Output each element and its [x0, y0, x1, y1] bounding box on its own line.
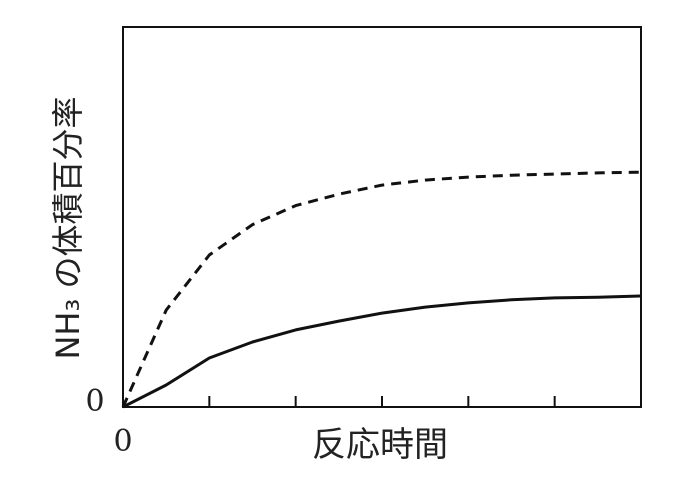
series-line: [121, 170, 642, 408]
series-line: [122, 294, 642, 409]
plot-frame: [122, 26, 642, 408]
x-tick-label: 0: [113, 424, 132, 459]
y-tick-label: 0: [85, 384, 104, 419]
y-axis-label: NH₃ の体積百分率: [49, 96, 87, 359]
x-axis-label: 反応時間: [312, 425, 448, 465]
